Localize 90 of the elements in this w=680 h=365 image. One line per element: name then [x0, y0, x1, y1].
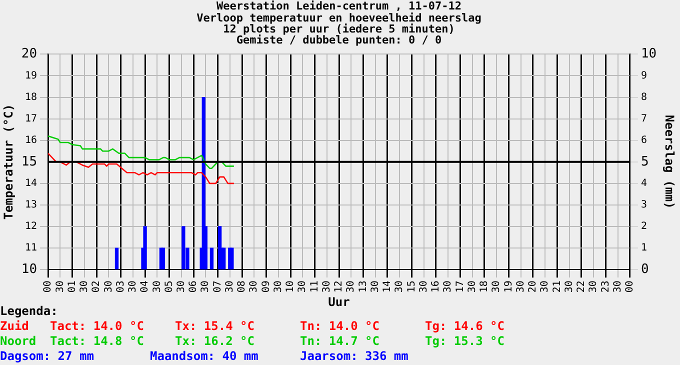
- y2-tick-label: 0: [640, 262, 649, 277]
- x-tick-label: 30: [152, 280, 163, 293]
- x-tick-label: 30: [491, 280, 502, 293]
- y2-tick-label: 2: [640, 221, 647, 232]
- y2-tick-label: 4: [640, 178, 647, 190]
- x-tick-label: 13: [358, 280, 369, 293]
- y2-tick-label: 3: [640, 200, 647, 211]
- x-tick-label: 30: [540, 280, 551, 293]
- x-tick-label: 30: [515, 280, 526, 293]
- x-tick-label: 04: [140, 280, 151, 293]
- y2-tick-label: 9: [640, 70, 647, 82]
- y2-tick-label: 1: [640, 242, 647, 254]
- x-tick-label: 12: [334, 280, 345, 293]
- x-tick-label: 30: [224, 280, 236, 293]
- x-tick-label: 30: [394, 280, 406, 293]
- y2-tick-label: 10: [640, 46, 657, 62]
- x-tick-label: 30: [54, 280, 66, 293]
- x-tick-label: 30: [103, 280, 114, 293]
- x-tick-label: 21: [552, 280, 563, 293]
- x-tick-label: 30: [442, 280, 454, 293]
- text: Maandsom: 40 mm: [150, 349, 258, 364]
- x-tick-label: 18: [479, 280, 490, 293]
- y-tick-label: 12: [25, 221, 38, 232]
- x-tick-label: 01: [66, 280, 78, 293]
- x-tick-label: 06: [188, 280, 200, 293]
- x-tick-label: 30: [200, 280, 212, 293]
- text: Tn: 14.7 °C: [300, 334, 380, 349]
- x-tick-label: 30: [79, 280, 90, 293]
- y-tick-label: 14: [25, 178, 38, 190]
- x-tick-label: 30: [370, 280, 381, 293]
- text: Tg: 15.3 °C: [425, 334, 504, 349]
- x-tick-label: 19: [503, 280, 514, 293]
- y-axis-title: Temperatuur (°C): [1, 104, 16, 220]
- x-tick-label: 30: [612, 280, 624, 293]
- y-tick-label: 20: [21, 46, 38, 62]
- y2-tick-label: 6: [640, 134, 647, 146]
- chart-subtitle: Verloop temperatuur en hoeveelheid neerslag 12 plots per uur (iedere 5 minuten) Gemiste / dubbele punten: 0 / 0: [196, 12, 482, 47]
- x-tick-label: 16: [430, 280, 442, 293]
- y2-axis-title: Neerslag (mm): [662, 114, 677, 209]
- x-tick-label: 20: [528, 280, 539, 293]
- text: Tn: 14.0 °C: [300, 319, 380, 334]
- text: Jaarsom: 336 mm: [300, 349, 408, 364]
- x-axis-title: Uur: [328, 294, 350, 309]
- y-tick-label: 10: [21, 262, 38, 277]
- y-tick-label: 19: [25, 70, 38, 82]
- y2-tick-label: 5: [640, 154, 649, 170]
- y2-tick-label: 8: [640, 92, 647, 103]
- text: Zuid: [0, 319, 29, 334]
- x-tick-label: 30: [297, 280, 308, 293]
- x-tick-label: 30: [321, 280, 332, 293]
- y-tick-label: 15: [21, 154, 38, 170]
- y-tick-label: 13: [25, 200, 38, 211]
- x-tick-label: 30: [588, 280, 600, 293]
- text: Dagsom: 27 mm: [0, 349, 94, 364]
- text: Tact: 14.0 °C: [50, 319, 144, 334]
- text: Tact: 14.8 °C: [50, 334, 144, 349]
- text: Legenda:: [0, 304, 58, 319]
- x-tick-label: 03: [115, 280, 126, 293]
- x-tick-label: 30: [418, 280, 430, 293]
- y2-tick-label: 7: [640, 113, 647, 124]
- x-tick-label: 08: [236, 280, 248, 293]
- x-tick-label: 17: [454, 280, 466, 293]
- x-tick-label: 30: [128, 280, 139, 293]
- x-tick-label: 02: [91, 280, 102, 293]
- x-tick-label: 07: [212, 280, 224, 293]
- y-tick-label: 11: [25, 242, 38, 254]
- text: Tg: 14.6 °C: [425, 319, 504, 334]
- x-tick-label: 10: [285, 280, 296, 293]
- x-tick-label: 30: [466, 280, 478, 293]
- x-tick-label: 11: [309, 280, 320, 293]
- x-tick-label: 30: [272, 280, 284, 293]
- x-tick-label: 09: [260, 280, 272, 293]
- x-tick-label: 30: [248, 280, 260, 293]
- x-tick-label: 23: [600, 280, 612, 293]
- chart-title: Weerstation Leiden-centrum , 11-07-12: [216, 0, 462, 12]
- text: Noord: [0, 334, 36, 349]
- x-tick-label: 22: [576, 280, 588, 293]
- text: Tx: 15.4 °C: [175, 319, 254, 334]
- text: Tx: 16.2 °C: [175, 334, 254, 349]
- x-tick-label: 30: [346, 280, 357, 293]
- x-tick-label: 00: [42, 280, 54, 293]
- x-tick-label: 30: [176, 280, 187, 293]
- y-tick-label: 18: [25, 92, 38, 103]
- y-tick-label: 17: [25, 113, 38, 124]
- x-tick-label: 14: [382, 280, 394, 293]
- x-tick-label: 15: [406, 280, 418, 293]
- x-tick-label: 00: [624, 280, 636, 293]
- y-tick-label: 16: [25, 134, 38, 146]
- x-tick-label: 30: [564, 280, 575, 293]
- x-tick-label: 05: [164, 280, 175, 293]
